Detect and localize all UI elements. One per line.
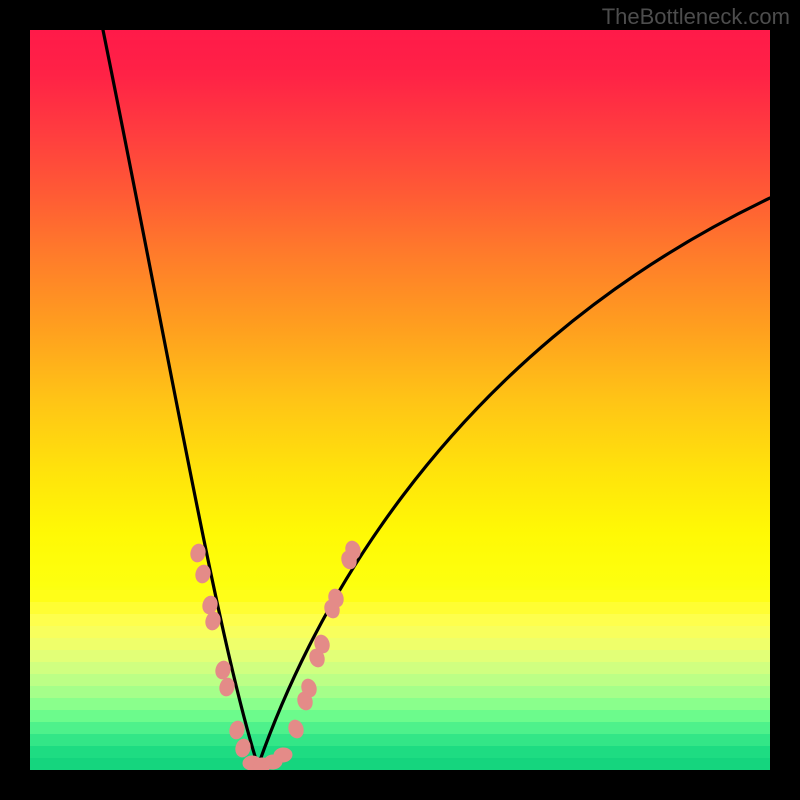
- bottleneck-chart: [0, 0, 800, 800]
- watermark-text: TheBottleneck.com: [602, 4, 790, 30]
- bottom-color-bands: [30, 590, 770, 770]
